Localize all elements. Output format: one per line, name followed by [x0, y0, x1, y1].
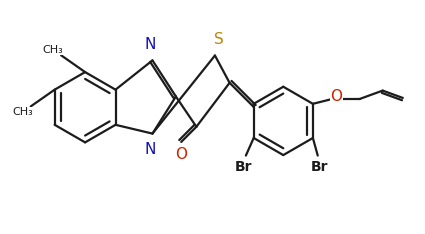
- Text: N: N: [145, 142, 156, 157]
- Text: CH₃: CH₃: [12, 107, 33, 117]
- Text: Br: Br: [311, 161, 329, 174]
- Text: O: O: [330, 89, 342, 105]
- Text: N: N: [145, 37, 156, 51]
- Text: CH₃: CH₃: [43, 45, 63, 55]
- Text: O: O: [175, 147, 187, 162]
- Text: S: S: [214, 32, 224, 47]
- Text: Br: Br: [235, 161, 253, 174]
